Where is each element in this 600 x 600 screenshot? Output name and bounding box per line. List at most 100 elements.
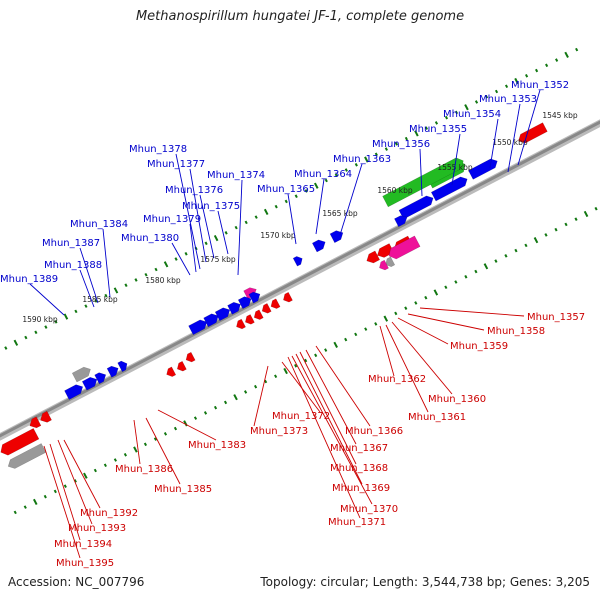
forward-gene-arrow	[430, 176, 468, 202]
leader-line	[419, 307, 525, 317]
leader-line	[199, 194, 215, 259]
tick-mark	[354, 332, 358, 337]
tick-mark	[514, 248, 518, 253]
gene-label-forward: Mhun_1355	[409, 124, 467, 135]
tick-mark	[104, 293, 108, 298]
gene-label-reverse: Mhun_1393	[68, 523, 126, 534]
gene-label-forward: Mhun_1378	[129, 144, 187, 155]
gene-label-reverse: Mhun_1385	[154, 484, 212, 495]
leader-line	[507, 103, 521, 173]
gene-label-reverse: Mhun_1395	[56, 558, 114, 569]
leader-line	[189, 223, 197, 273]
tick-mark	[13, 339, 19, 346]
tick-mark	[143, 442, 148, 447]
tick-mark	[333, 341, 338, 348]
tick-mark	[163, 261, 169, 268]
tick-mark	[324, 348, 328, 352]
tick-mark	[274, 374, 278, 379]
forward-gene-arrow	[382, 157, 464, 208]
tick-mark	[204, 241, 208, 246]
tick-mark	[474, 269, 478, 274]
tick-mark	[174, 257, 178, 261]
tick-mark	[494, 259, 498, 263]
tick-mark	[263, 208, 269, 216]
tick-mark	[23, 505, 27, 509]
tick-mark	[53, 489, 57, 494]
leader-line	[157, 409, 217, 441]
tick-mark	[344, 337, 348, 342]
leader-line	[145, 417, 181, 485]
tick-mark	[514, 77, 519, 85]
gene-label-forward: Mhun_1352	[511, 80, 569, 91]
leader-line	[451, 133, 461, 186]
tick-mark	[364, 156, 369, 163]
leader-line	[79, 269, 95, 308]
leader-line	[63, 439, 101, 509]
gene-label-reverse: Mhun_1362	[368, 374, 426, 385]
leader-line	[287, 356, 361, 519]
tick-mark	[574, 217, 578, 221]
kbp-label: 1565 kbp	[322, 209, 358, 218]
tick-mark	[184, 251, 188, 256]
reverse-gene-arrow	[185, 351, 196, 363]
gene-label-forward: Mhun_1353	[479, 94, 537, 105]
tick-mark	[283, 367, 288, 375]
leader-line	[397, 317, 449, 345]
reverse-gene-arrow	[0, 428, 40, 456]
accession-label: Accession: NC_007796	[8, 575, 145, 589]
leader-line	[287, 193, 297, 245]
tick-mark	[454, 110, 459, 115]
leader-line	[253, 365, 269, 427]
leader-line	[29, 283, 65, 316]
lower-tick-ruler	[13, 206, 598, 515]
tick-mark	[433, 289, 439, 296]
forward-gene-arrow	[71, 366, 91, 383]
forward-gene-arrow	[292, 256, 303, 267]
tick-mark	[63, 313, 69, 320]
tick-mark	[224, 231, 228, 235]
gene-label-forward: Mhun_1365	[257, 184, 315, 195]
forward-gene-arrow	[64, 384, 84, 400]
tick-mark	[374, 152, 378, 157]
leader-line	[57, 439, 93, 525]
gene-label-reverse: Mhun_1370	[340, 504, 398, 515]
reverse-gene-arrow	[388, 235, 421, 260]
tick-mark	[173, 426, 178, 431]
tick-mark	[13, 510, 17, 515]
tick-mark	[334, 173, 338, 178]
kbp-label: 1545 kbp	[542, 111, 578, 120]
leader-line	[189, 168, 207, 263]
tick-mark	[544, 233, 548, 237]
tick-mark	[434, 121, 439, 125]
gene-label-reverse: Mhun_1372	[272, 411, 330, 422]
tick-mark	[384, 147, 388, 151]
gene-label-reverse: Mhun_1359	[450, 341, 508, 352]
forward-gene-arrow	[106, 365, 119, 378]
tick-mark	[244, 220, 248, 225]
tick-mark	[213, 405, 218, 410]
kbp-label: 1580 kbp	[145, 276, 181, 285]
tick-mark	[504, 84, 509, 89]
gene-label-reverse: Mhun_1371	[328, 517, 386, 528]
tick-mark	[153, 437, 158, 441]
leader-line	[133, 419, 141, 465]
reverse-gene-arrow	[385, 256, 396, 267]
tick-mark	[274, 204, 278, 209]
reverse-gene-arrow	[270, 298, 281, 309]
leader-line	[295, 353, 363, 485]
tick-mark	[424, 126, 429, 130]
tick-mark	[474, 100, 479, 104]
tick-mark	[555, 58, 559, 62]
tick-mark	[344, 168, 348, 172]
tick-mark	[394, 142, 398, 146]
tick-mark	[414, 130, 419, 137]
tick-mark	[234, 225, 238, 230]
kbp-label: 1575 kbp	[200, 255, 236, 264]
tick-mark	[464, 274, 468, 279]
forward-gene-arrow	[311, 239, 326, 253]
leader-line	[49, 443, 81, 541]
gene-label-forward: Mhun_1375	[182, 201, 240, 212]
leader-line	[391, 321, 453, 395]
tick-mark	[464, 104, 469, 111]
tick-mark	[594, 206, 598, 211]
